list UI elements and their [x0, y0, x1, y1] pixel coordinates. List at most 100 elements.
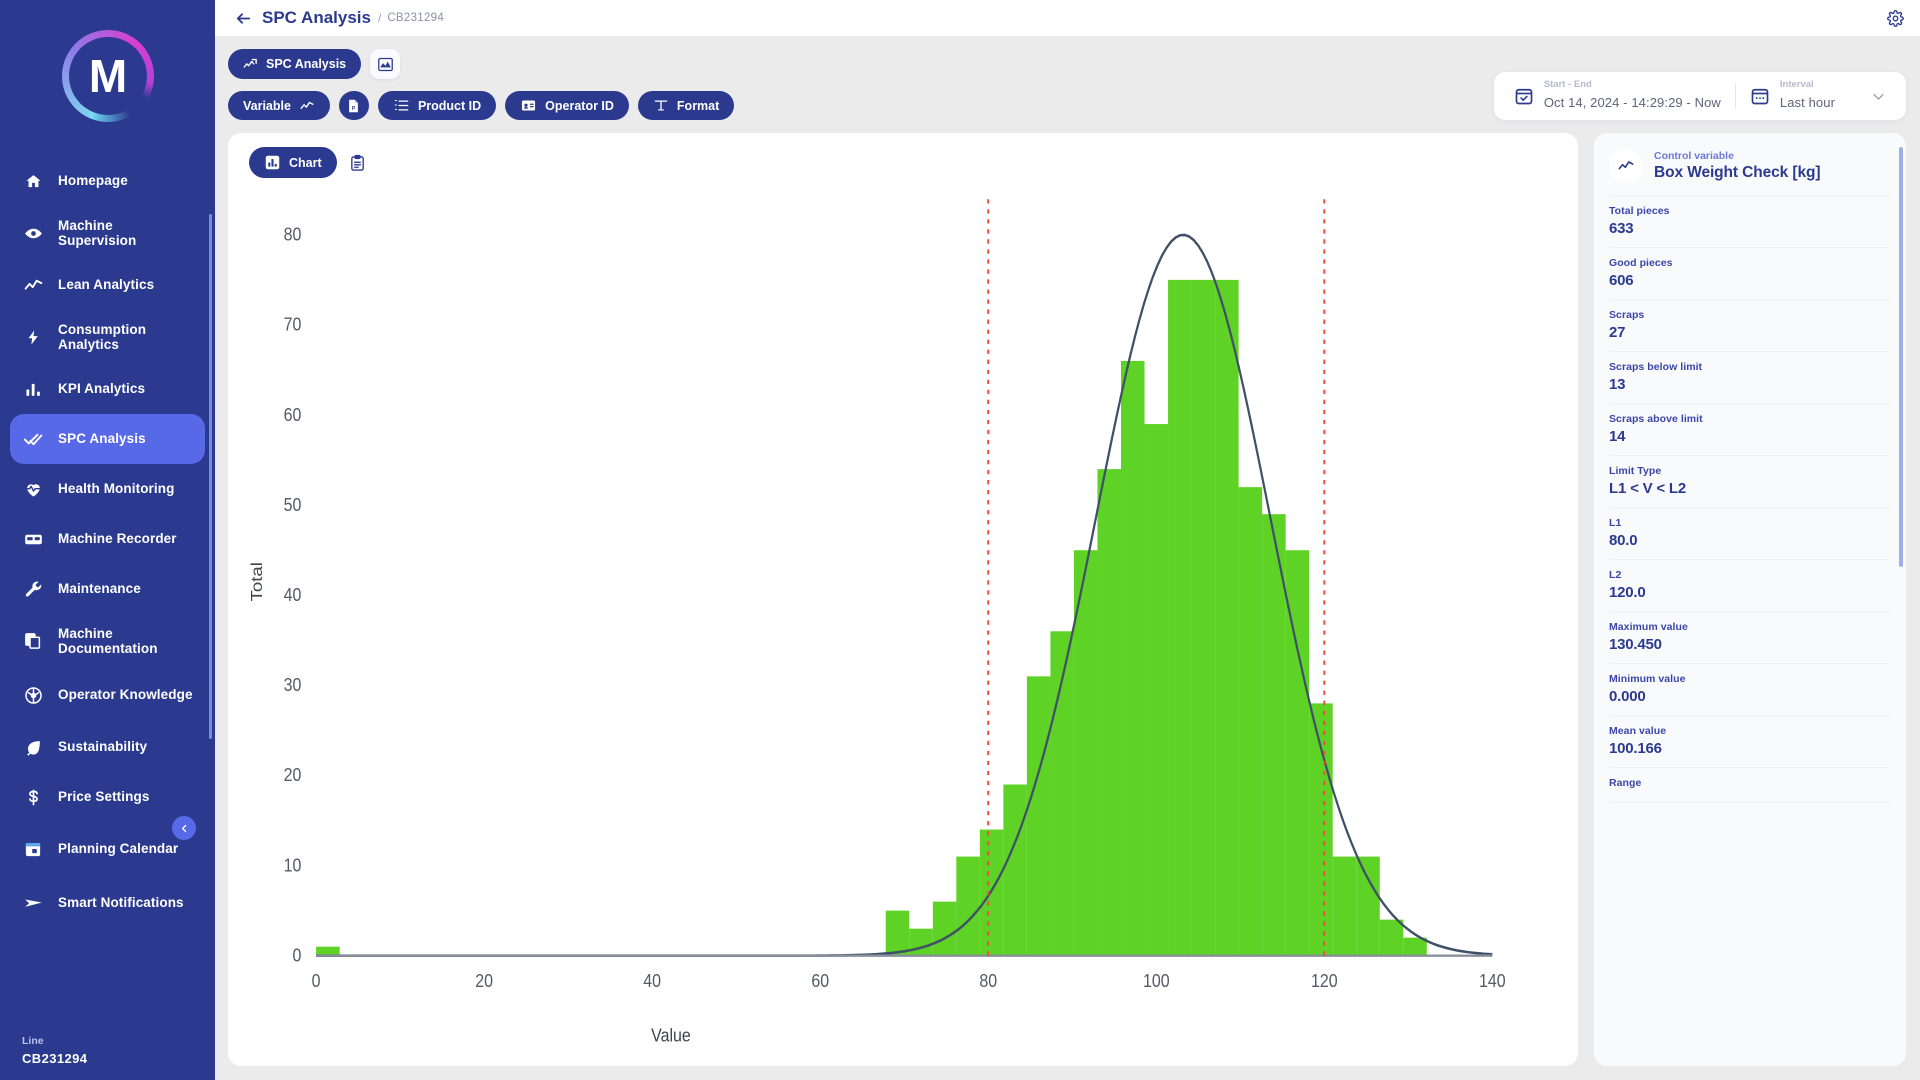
- list-icon: [393, 98, 410, 113]
- histogram-bar[interactable]: [1097, 469, 1121, 956]
- histogram-bar[interactable]: [1144, 424, 1169, 956]
- histogram-bar[interactable]: [1073, 550, 1098, 956]
- page-title: SPC Analysis: [262, 8, 371, 27]
- chevron-down-icon[interactable]: [1871, 89, 1886, 104]
- sidebar-item-label: Sustainability: [58, 739, 148, 755]
- stat-value: 130.450: [1609, 636, 1662, 653]
- histogram-svg: 0 10 20 30 40 50 60 70 80 Total 0 20 40 60 80 100 120 140…: [247, 199, 1506, 1046]
- x-axis-title: Value: [651, 1024, 691, 1045]
- app-logo[interactable]: M: [0, 0, 215, 152]
- stat-row: Maximum value 130.450: [1609, 612, 1891, 664]
- filter-product-id-button[interactable]: Product ID: [377, 91, 497, 120]
- tab-area-chart[interactable]: [370, 49, 401, 79]
- filter-variable-button[interactable]: Variable: [228, 91, 330, 120]
- stat-label: Scraps above limit: [1609, 413, 1703, 425]
- histogram-bar[interactable]: [909, 928, 933, 956]
- sidebar-item-planning-calendar[interactable]: Planning Calendar: [10, 822, 205, 876]
- histogram-bar[interactable]: [1379, 919, 1404, 956]
- histogram-bar[interactable]: [1168, 279, 1192, 956]
- histogram-bar[interactable]: [885, 910, 910, 956]
- y-tick-label: 40: [284, 584, 302, 605]
- stat-value: 27: [1609, 324, 1626, 341]
- histogram-bar[interactable]: [316, 946, 340, 956]
- spc-icon: [243, 57, 258, 72]
- sidebar-item-label: Maintenance: [58, 581, 141, 597]
- daterange-divider: [1734, 83, 1736, 109]
- histogram-bar[interactable]: [1403, 937, 1427, 956]
- histogram-bar[interactable]: [1026, 676, 1051, 956]
- x-tick-label: 80: [979, 970, 997, 991]
- interval-label: Interval: [1779, 79, 1814, 91]
- arrow-left-icon: [236, 12, 251, 24]
- sidebar-footer: Line CB231294: [0, 1035, 215, 1080]
- histogram-bar[interactable]: [1120, 360, 1145, 956]
- stat-value: 80.0: [1609, 532, 1638, 549]
- histogram-bar[interactable]: [1238, 487, 1263, 956]
- date-range-picker: Start - End Oct 14, 2024 - 14:29:29 - No…: [1493, 72, 1906, 120]
- documents-icon: [22, 632, 44, 650]
- sidebar-item-label: Consumption Analytics: [58, 321, 147, 352]
- sidebar-item-kpi-analytics[interactable]: KPI Analytics: [10, 364, 205, 414]
- send-icon: [22, 894, 44, 913]
- histogram-bar[interactable]: [1003, 784, 1027, 956]
- filter-label: Operator ID: [545, 98, 614, 113]
- histogram-bar[interactable]: [1356, 856, 1380, 956]
- histogram-bar[interactable]: [1191, 279, 1216, 956]
- sidebar-item-lean-analytics[interactable]: Lean Analytics: [10, 260, 205, 310]
- y-tick-label: 60: [284, 404, 302, 425]
- sidebar-item-sustainability[interactable]: Sustainability: [10, 722, 205, 772]
- tab-spc-analysis[interactable]: SPC Analysis: [228, 49, 362, 79]
- y-tick-label: 0: [293, 944, 302, 965]
- filter-pdf-button[interactable]: P: [338, 91, 369, 120]
- y-tick-label: 80: [284, 223, 302, 244]
- histogram-bar[interactable]: [1285, 550, 1310, 956]
- histogram-bar[interactable]: [1262, 514, 1286, 956]
- sidebar-scrollbar[interactable]: [209, 214, 212, 739]
- toolbar-area: SPC Analysis Variable P Product ID: [215, 36, 1920, 120]
- home-icon: [22, 173, 44, 190]
- histogram-bar[interactable]: [1215, 279, 1239, 956]
- filter-operator-id-button[interactable]: Operator ID: [505, 91, 629, 120]
- interval-selector[interactable]: Interval Last hour: [1736, 72, 1900, 120]
- sidebar: M Homepage Machine Supervision Lean Anal…: [0, 0, 215, 1080]
- filter-format-button[interactable]: Format: [637, 91, 735, 120]
- stat-value: 120.0: [1609, 584, 1646, 601]
- stat-row: Limit Type L1 < V < L2: [1609, 456, 1891, 508]
- stats-scroll-area: Control variable Box Weight Check [kg] T…: [1594, 133, 1906, 1066]
- sidebar-item-maintenance[interactable]: Maintenance: [10, 564, 205, 614]
- x-tick-label: 0: [312, 970, 321, 991]
- sidebar-collapse-button[interactable]: [172, 816, 196, 840]
- sidebar-item-smart-notifications[interactable]: Smart Notifications: [10, 876, 205, 930]
- x-tick-label: 100: [1143, 970, 1170, 991]
- sidebar-item-homepage[interactable]: Homepage: [10, 156, 205, 206]
- histogram-bar[interactable]: [1332, 856, 1357, 956]
- stat-row: Range: [1609, 768, 1891, 803]
- sidebar-item-machine-supervision[interactable]: Machine Supervision: [10, 206, 205, 260]
- sidebar-item-consumption-analytics[interactable]: Consumption Analytics: [10, 310, 205, 364]
- back-button[interactable]: [235, 10, 252, 27]
- start-end-selector[interactable]: Start - End Oct 14, 2024 - 14:29:29 - No…: [1500, 72, 1735, 120]
- sidebar-item-machine-documentation[interactable]: Machine Documentation: [10, 614, 205, 668]
- histogram-bar[interactable]: [956, 856, 980, 956]
- sidebar-item-spc-analysis[interactable]: SPC Analysis: [10, 414, 205, 464]
- stats-scrollbar[interactable]: [1899, 147, 1903, 567]
- sidebar-item-health-monitoring[interactable]: Health Monitoring: [10, 464, 205, 514]
- sidebar-item-price-settings[interactable]: Price Settings: [10, 772, 205, 822]
- histogram-bar[interactable]: [1309, 703, 1333, 956]
- x-tick-label: 40: [643, 970, 661, 991]
- histogram-plot[interactable]: 0 10 20 30 40 50 60 70 80 Total 0 20 40 60 80 100 120 140…: [240, 182, 1566, 1056]
- sidebar-item-operator-knowledge[interactable]: Operator Knowledge: [10, 668, 205, 722]
- tab-chart[interactable]: Chart: [249, 147, 337, 178]
- view-tabs: SPC Analysis: [215, 36, 1920, 79]
- stat-value: 633: [1609, 220, 1634, 237]
- histogram-bar[interactable]: [1050, 631, 1074, 956]
- sidebar-item-label: KPI Analytics: [58, 381, 146, 397]
- histogram-bar[interactable]: [932, 901, 957, 956]
- trend-icon: [299, 99, 315, 113]
- sidebar-item-machine-recorder[interactable]: Machine Recorder: [10, 514, 205, 564]
- svg-text:P: P: [352, 105, 356, 111]
- clipboard-icon[interactable]: [349, 154, 366, 172]
- sidebar-item-label: Smart Notifications: [58, 895, 184, 911]
- settings-button[interactable]: [1887, 9, 1904, 27]
